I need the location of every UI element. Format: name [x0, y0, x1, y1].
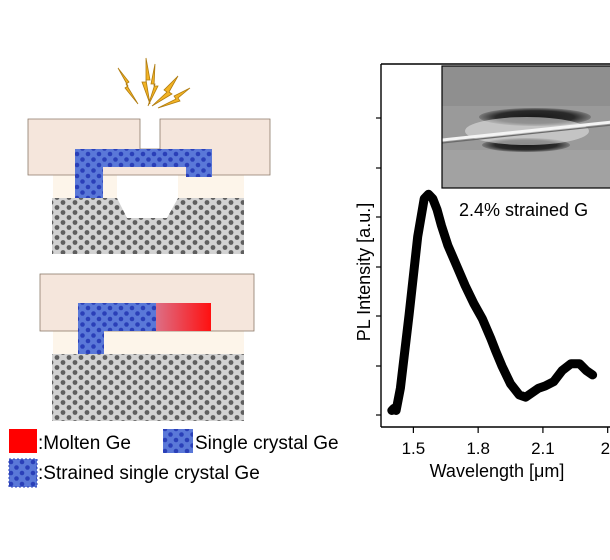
ge-vertical [78, 331, 104, 354]
pl-chart: 1.5 1.8 2.1 2. PL Intensity [a.u.] Waveleng… [354, 63, 610, 481]
substrate [52, 198, 244, 254]
legend-strained-swatch [8, 458, 38, 488]
legend-single-label: Single crystal Ge [195, 433, 339, 454]
inset-label: 2.4% strained G [459, 200, 588, 220]
sem-inset [441, 65, 610, 189]
ge-seed [78, 303, 156, 331]
laser-icon [117, 57, 191, 109]
legend-strained-label: :Strained single crystal Ge [38, 463, 260, 484]
pl-series-line [387, 189, 598, 415]
legend-single-swatch [163, 429, 193, 453]
y-axis-label: PL Intensity [a.u.] [354, 203, 374, 341]
x-tick-label: 1.5 [402, 439, 426, 458]
schematic-bottom [39, 273, 255, 421]
legend-molten-swatch [9, 429, 37, 453]
sem-bridge [442, 120, 610, 142]
legend-molten-label: :Molten Ge [38, 433, 131, 454]
ge-bridge [75, 149, 212, 198]
x-tick-label: 2.1 [531, 439, 555, 458]
oxide-block-right [178, 175, 244, 198]
substrate [52, 354, 244, 421]
legend: :Molten Ge Single crystal Ge :Strained s… [8, 429, 339, 488]
y-ticks [376, 117, 381, 416]
x-tick-label: 2. [601, 439, 610, 458]
x-axis-label: Wavelength [μm] [430, 461, 565, 481]
x-ticks: 1.5 1.8 2.1 2. [402, 427, 610, 458]
schematic-top [27, 57, 271, 254]
x-tick-label: 1.8 [466, 439, 490, 458]
